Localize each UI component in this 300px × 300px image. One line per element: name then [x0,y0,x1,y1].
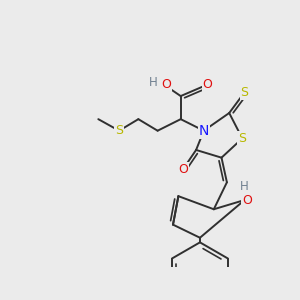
Text: S: S [241,86,249,99]
Text: S: S [115,124,123,137]
Text: O: O [203,78,213,91]
Text: O: O [161,78,171,91]
Text: O: O [242,194,252,206]
Text: H: H [148,76,158,89]
Text: N: N [199,124,209,138]
Text: S: S [238,132,246,145]
Text: O: O [178,163,188,176]
Text: H: H [240,180,249,193]
